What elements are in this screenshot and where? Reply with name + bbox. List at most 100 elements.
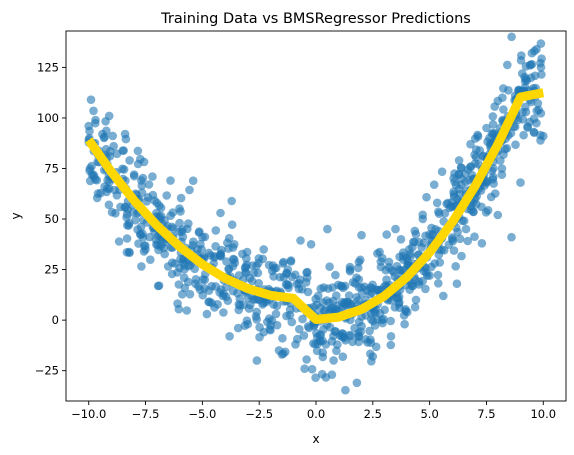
scatter-point bbox=[148, 172, 157, 181]
scatter-point bbox=[423, 271, 432, 280]
scatter-point bbox=[323, 224, 332, 234]
scatter-point bbox=[482, 123, 491, 133]
scatter-point bbox=[523, 123, 532, 132]
scatter-point bbox=[153, 281, 163, 291]
scatter-point bbox=[419, 238, 429, 248]
scatter-point bbox=[507, 232, 516, 242]
scatter-point bbox=[302, 273, 312, 282]
scatter-point bbox=[92, 175, 102, 185]
scatter-point bbox=[211, 226, 221, 235]
scatter-point bbox=[275, 272, 285, 282]
scatter-point bbox=[156, 211, 166, 221]
scatter-point bbox=[267, 316, 277, 325]
scatter-point bbox=[399, 311, 409, 320]
scatter-point bbox=[432, 198, 442, 208]
scatter-point bbox=[241, 262, 250, 272]
scatter-point bbox=[306, 240, 316, 249]
scatter-point bbox=[470, 232, 479, 241]
scatter-point bbox=[123, 221, 132, 230]
scatter-point bbox=[461, 224, 471, 234]
prediction-line bbox=[85, 88, 545, 324]
scatter-point bbox=[295, 324, 304, 334]
scatter-point bbox=[529, 128, 539, 137]
scatter-point bbox=[195, 285, 205, 295]
scatter-point bbox=[191, 275, 201, 284]
scatter-point bbox=[340, 281, 350, 291]
scatter-point bbox=[316, 284, 326, 294]
scatter-point bbox=[337, 332, 347, 341]
scatter-point bbox=[205, 297, 214, 307]
scatter-point bbox=[315, 331, 325, 340]
x-tick-label: 5.0 bbox=[420, 407, 438, 421]
scatter-point bbox=[497, 170, 507, 179]
scatter-point bbox=[251, 312, 261, 321]
scatter-point bbox=[162, 191, 171, 200]
scatter-point bbox=[354, 317, 364, 327]
scatter-point bbox=[216, 250, 225, 260]
scatter-point bbox=[394, 292, 404, 302]
scatter-point bbox=[148, 190, 158, 200]
scatter-point bbox=[459, 216, 469, 226]
scatter-point bbox=[303, 287, 313, 297]
scatter-point bbox=[366, 338, 376, 348]
scatter-point bbox=[134, 239, 143, 248]
y-tick-label: 75 bbox=[44, 161, 59, 175]
scatter-point bbox=[175, 204, 184, 213]
scatter-point bbox=[517, 51, 526, 60]
scatter-point bbox=[410, 302, 420, 312]
scatter-point bbox=[437, 167, 447, 176]
scatter-point bbox=[333, 280, 343, 290]
scatter-point bbox=[114, 237, 124, 246]
scatter-point bbox=[396, 235, 406, 244]
scatter-point bbox=[386, 316, 396, 326]
scatter-point bbox=[470, 159, 480, 168]
y-tick-label: 50 bbox=[44, 212, 59, 226]
scatter-point bbox=[483, 206, 493, 215]
scatter-point bbox=[204, 248, 214, 258]
scatter-point bbox=[530, 71, 540, 81]
scatter-point bbox=[455, 234, 465, 244]
scatter-point bbox=[451, 262, 461, 271]
scatter-point bbox=[92, 193, 102, 203]
y-tick-label: 0 bbox=[52, 313, 59, 327]
scatter-point bbox=[378, 253, 387, 263]
x-tick-label: −10.0 bbox=[71, 407, 106, 421]
scatter-point bbox=[533, 99, 543, 108]
scatter-point bbox=[243, 293, 253, 303]
scatter-point bbox=[200, 232, 210, 242]
scatter-point bbox=[177, 290, 187, 299]
scatter-point bbox=[504, 86, 513, 95]
scatter-point bbox=[338, 352, 348, 362]
scatter-point bbox=[511, 140, 520, 149]
scatter-point bbox=[284, 283, 293, 293]
scatter-point bbox=[293, 334, 302, 344]
scatter-point bbox=[345, 262, 355, 272]
x-tick-label: −7.5 bbox=[132, 407, 160, 421]
scatter-point bbox=[536, 109, 546, 118]
scatter-point bbox=[448, 233, 457, 242]
scatter-point bbox=[227, 220, 237, 229]
scatter-point bbox=[516, 178, 525, 187]
scatter-point bbox=[467, 170, 477, 180]
scatter-point bbox=[411, 295, 421, 305]
scatter-point bbox=[348, 278, 358, 287]
scatter-point bbox=[247, 276, 257, 286]
scatter-point bbox=[493, 210, 503, 220]
scatter-point bbox=[188, 241, 198, 250]
scatter-point bbox=[489, 179, 498, 188]
scatter-point bbox=[410, 275, 420, 284]
scatter-point bbox=[177, 227, 186, 237]
scatter-point bbox=[507, 32, 516, 42]
x-axis: −10.0 −7.5 −5.0 −2.5 0.0 2.5 5.0 7.5 10.0 bbox=[71, 401, 556, 421]
scatter-point bbox=[449, 190, 459, 199]
scatter-point bbox=[160, 249, 169, 259]
scatter-point bbox=[386, 340, 396, 350]
scatter-point bbox=[292, 279, 302, 289]
scatter-point bbox=[112, 191, 122, 200]
scatter-point bbox=[386, 332, 396, 341]
scatter-point bbox=[153, 240, 162, 249]
scatter-point bbox=[176, 193, 186, 203]
scatter-point bbox=[384, 257, 394, 267]
x-tick-label: 7.5 bbox=[477, 407, 495, 421]
